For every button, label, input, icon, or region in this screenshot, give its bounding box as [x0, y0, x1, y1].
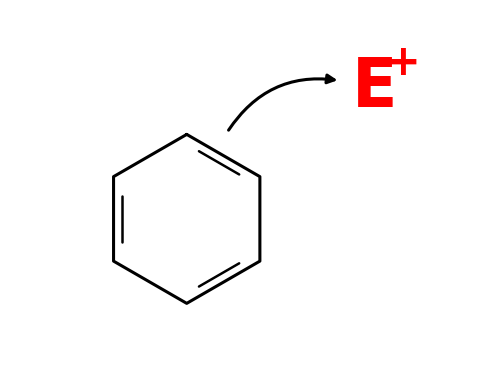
Text: +: + — [385, 42, 420, 84]
FancyArrowPatch shape — [229, 75, 334, 130]
Text: E: E — [352, 55, 398, 121]
